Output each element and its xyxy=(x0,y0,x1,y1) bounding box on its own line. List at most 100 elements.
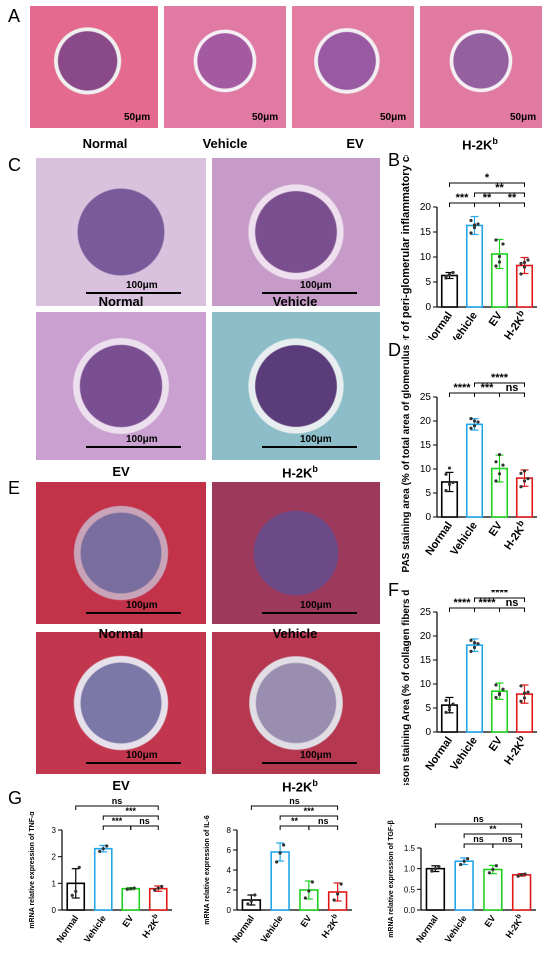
y-tick-label: 5 xyxy=(425,277,431,288)
significance-bracket xyxy=(279,815,339,820)
caption-e-h2k: H-2Kb xyxy=(282,778,318,795)
data-point xyxy=(519,684,523,688)
x-tick-label: EV xyxy=(482,913,497,929)
significance-label: *** xyxy=(481,382,495,394)
data-point xyxy=(336,892,340,896)
panel-letter-g: G xyxy=(8,788,23,808)
data-point xyxy=(501,242,505,246)
data-point xyxy=(494,864,498,868)
y-axis-label: mRNA relative expression of TGF-β xyxy=(388,819,395,937)
y-axis-label: PAS staining area (% of total area of gl… xyxy=(401,345,412,572)
data-point xyxy=(444,489,448,493)
micrograph-a-ev xyxy=(292,6,414,128)
bar xyxy=(465,644,484,733)
x-tick-label: H-2Kb xyxy=(500,518,530,553)
significance-label: **** xyxy=(478,597,496,609)
data-point xyxy=(469,231,473,235)
data-point xyxy=(101,847,105,851)
y-tick-label: 0 xyxy=(425,727,431,738)
data-point xyxy=(275,860,279,864)
panel-letter-d: D xyxy=(388,340,401,360)
x-tick-label: H-2Kb xyxy=(500,308,530,340)
micrograph-a-vehicle xyxy=(164,6,286,128)
y-tick-label: 25 xyxy=(420,392,432,403)
significance-label: **** xyxy=(453,597,471,609)
y-axis-label: mRNA relative expression of IL-6 xyxy=(204,815,211,925)
micrograph-e-ev xyxy=(36,632,206,774)
y-tick-label: 0 xyxy=(52,906,57,915)
significance-bracket xyxy=(499,607,525,612)
scale-label-e-ev: 100μm xyxy=(126,750,158,761)
data-point xyxy=(466,857,470,861)
panel-letter-b: B xyxy=(388,150,401,170)
data-point xyxy=(447,708,452,712)
significance-label: **** xyxy=(491,590,509,599)
data-point xyxy=(494,683,498,687)
x-tick-label: Normal xyxy=(414,913,440,944)
data-point xyxy=(278,851,282,855)
data-point xyxy=(459,862,463,867)
data-point xyxy=(98,849,102,853)
y-tick-label: 0.5 xyxy=(404,885,416,894)
panel-letter-a: A xyxy=(8,6,21,26)
y-tick-label: 2 xyxy=(227,886,232,895)
significance-label: ns xyxy=(506,382,519,394)
data-point xyxy=(519,261,523,266)
significance-label: **** xyxy=(453,382,471,394)
data-point xyxy=(497,260,502,264)
bar xyxy=(425,867,446,911)
x-tick-label: H-2Kb xyxy=(319,913,343,940)
bar xyxy=(121,887,141,911)
micrograph-c-ev xyxy=(36,312,206,460)
micrograph-a-h2k xyxy=(420,6,542,128)
caption-e-vehicle: Vehicle xyxy=(272,626,318,641)
scale-label-c-h2k: 100μm xyxy=(300,434,332,445)
data-point xyxy=(476,642,480,646)
x-tick-label: Vehicle xyxy=(82,913,108,944)
scale-label-c-vehicle: 100μm xyxy=(300,280,332,291)
data-point xyxy=(451,702,455,706)
scale-label-e-normal: 100μm xyxy=(126,600,158,611)
significance-bracket xyxy=(250,805,339,810)
data-point xyxy=(462,859,466,863)
significance-label: ns xyxy=(112,796,123,806)
significance-label: *** xyxy=(125,806,136,816)
significance-label: *** xyxy=(456,192,470,204)
scale-label-c-normal: 100μm xyxy=(126,280,158,291)
y-tick-label: 1.5 xyxy=(404,844,416,853)
scale-bar-e-h2k xyxy=(262,762,357,764)
data-point xyxy=(303,896,307,900)
data-point xyxy=(494,479,498,483)
bar xyxy=(93,847,113,911)
micrograph-c-h2k xyxy=(212,312,380,460)
data-point xyxy=(307,889,311,893)
data-point xyxy=(433,867,437,871)
y-tick-label: 1 xyxy=(52,879,57,888)
significance-label: ** xyxy=(508,192,517,204)
x-tick-label: Normal xyxy=(423,310,455,340)
micrograph-e-normal xyxy=(36,482,206,624)
y-axis-label: Masson staining Area (% of collagen fibe… xyxy=(401,590,412,785)
data-point xyxy=(472,419,477,423)
x-tick-label-sup: b xyxy=(515,308,527,319)
data-point xyxy=(469,638,473,642)
significance-bracket xyxy=(499,392,525,397)
x-tick-label: Vehicle xyxy=(448,310,480,340)
data-point xyxy=(249,899,253,903)
significance-label: ns xyxy=(318,816,329,826)
significance-bracket xyxy=(102,825,132,830)
x-tick-label: EV xyxy=(487,519,506,538)
data-point xyxy=(519,699,523,703)
data-point xyxy=(494,264,498,268)
data-point xyxy=(491,867,495,872)
y-tick-label: 8 xyxy=(227,826,232,835)
x-tick-label-sup: b xyxy=(331,913,339,921)
significance-bracket xyxy=(474,597,525,602)
data-point xyxy=(246,902,250,906)
significance-bracket xyxy=(499,202,525,207)
significance-bracket xyxy=(463,833,523,838)
scale-label-e-h2k: 100μm xyxy=(300,750,332,761)
scale-bar-c-ev xyxy=(86,446,181,448)
data-point xyxy=(476,420,480,424)
data-point xyxy=(476,222,480,226)
